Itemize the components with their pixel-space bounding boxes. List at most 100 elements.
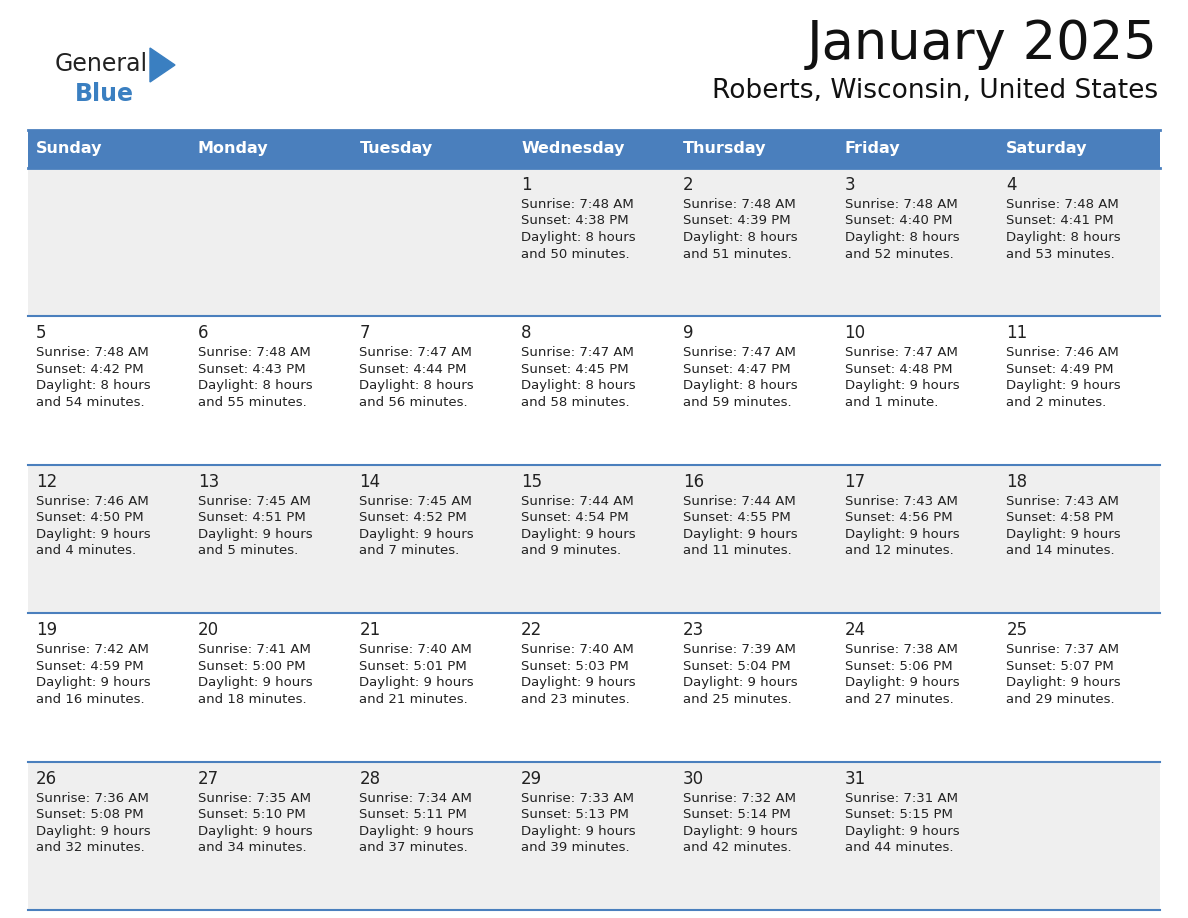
Text: Daylight: 8 hours: Daylight: 8 hours (683, 379, 797, 392)
Text: and 51 minutes.: and 51 minutes. (683, 248, 791, 261)
Bar (675, 130, 836, 168)
Text: Daylight: 9 hours: Daylight: 9 hours (197, 824, 312, 837)
Text: Sunrise: 7:42 AM: Sunrise: 7:42 AM (36, 644, 148, 656)
Text: and 25 minutes.: and 25 minutes. (683, 693, 791, 706)
Text: 9: 9 (683, 324, 694, 342)
Text: and 42 minutes.: and 42 minutes. (683, 841, 791, 854)
Text: 21: 21 (360, 621, 380, 639)
Text: Sunset: 4:43 PM: Sunset: 4:43 PM (197, 363, 305, 375)
Text: 26: 26 (36, 769, 57, 788)
Text: Sunrise: 7:45 AM: Sunrise: 7:45 AM (360, 495, 473, 508)
Bar (29, 168, 1159, 317)
Text: Sunrise: 7:43 AM: Sunrise: 7:43 AM (845, 495, 958, 508)
Text: 31: 31 (845, 769, 866, 788)
Text: Sunset: 5:03 PM: Sunset: 5:03 PM (522, 660, 628, 673)
Text: and 52 minutes.: and 52 minutes. (845, 248, 953, 261)
Text: 30: 30 (683, 769, 704, 788)
Text: and 50 minutes.: and 50 minutes. (522, 248, 630, 261)
Text: Daylight: 8 hours: Daylight: 8 hours (845, 231, 959, 244)
Text: Sunrise: 7:31 AM: Sunrise: 7:31 AM (845, 791, 958, 804)
Text: Daylight: 9 hours: Daylight: 9 hours (845, 379, 959, 392)
Text: and 32 minutes.: and 32 minutes. (36, 841, 145, 854)
Text: Sunrise: 7:48 AM: Sunrise: 7:48 AM (1006, 198, 1119, 211)
Text: 29: 29 (522, 769, 542, 788)
Text: 7: 7 (360, 324, 369, 342)
Text: Daylight: 9 hours: Daylight: 9 hours (683, 824, 797, 837)
Text: 12: 12 (36, 473, 57, 491)
Text: Daylight: 8 hours: Daylight: 8 hours (683, 231, 797, 244)
Bar (29, 762, 1159, 910)
Bar (29, 465, 1159, 613)
Text: Daylight: 9 hours: Daylight: 9 hours (522, 824, 636, 837)
Bar (352, 130, 513, 168)
Text: Daylight: 9 hours: Daylight: 9 hours (36, 677, 151, 689)
Bar (998, 130, 1159, 168)
Text: Sunset: 4:41 PM: Sunset: 4:41 PM (1006, 215, 1114, 228)
Text: and 34 minutes.: and 34 minutes. (197, 841, 307, 854)
Text: Daylight: 9 hours: Daylight: 9 hours (1006, 528, 1121, 541)
Text: 17: 17 (845, 473, 866, 491)
Text: Daylight: 8 hours: Daylight: 8 hours (522, 231, 636, 244)
Text: and 44 minutes.: and 44 minutes. (845, 841, 953, 854)
Text: Sunrise: 7:47 AM: Sunrise: 7:47 AM (360, 346, 473, 360)
Text: Sunset: 4:39 PM: Sunset: 4:39 PM (683, 215, 790, 228)
Text: 2: 2 (683, 176, 694, 194)
Text: 11: 11 (1006, 324, 1028, 342)
Text: Sunset: 4:51 PM: Sunset: 4:51 PM (197, 511, 305, 524)
Text: Daylight: 8 hours: Daylight: 8 hours (360, 379, 474, 392)
Text: 14: 14 (360, 473, 380, 491)
Text: and 54 minutes.: and 54 minutes. (36, 396, 145, 409)
Text: 8: 8 (522, 324, 532, 342)
Text: and 29 minutes.: and 29 minutes. (1006, 693, 1114, 706)
Text: Sunrise: 7:47 AM: Sunrise: 7:47 AM (683, 346, 796, 360)
Text: Sunset: 4:59 PM: Sunset: 4:59 PM (36, 660, 144, 673)
Text: Sunrise: 7:40 AM: Sunrise: 7:40 AM (522, 644, 634, 656)
Text: Sunrise: 7:48 AM: Sunrise: 7:48 AM (197, 346, 310, 360)
Text: 10: 10 (845, 324, 866, 342)
Text: Sunrise: 7:37 AM: Sunrise: 7:37 AM (1006, 644, 1119, 656)
Text: Sunset: 5:11 PM: Sunset: 5:11 PM (360, 808, 467, 821)
Text: and 23 minutes.: and 23 minutes. (522, 693, 630, 706)
Text: Sunset: 4:44 PM: Sunset: 4:44 PM (360, 363, 467, 375)
Text: Roberts, Wisconsin, United States: Roberts, Wisconsin, United States (712, 78, 1158, 104)
Text: Sunrise: 7:48 AM: Sunrise: 7:48 AM (522, 198, 634, 211)
Text: Daylight: 9 hours: Daylight: 9 hours (197, 528, 312, 541)
Text: Sunrise: 7:47 AM: Sunrise: 7:47 AM (845, 346, 958, 360)
Text: Daylight: 9 hours: Daylight: 9 hours (1006, 379, 1121, 392)
Text: Daylight: 9 hours: Daylight: 9 hours (36, 528, 151, 541)
Text: 16: 16 (683, 473, 704, 491)
Text: Sunrise: 7:33 AM: Sunrise: 7:33 AM (522, 791, 634, 804)
Text: and 53 minutes.: and 53 minutes. (1006, 248, 1116, 261)
Text: Sunset: 5:08 PM: Sunset: 5:08 PM (36, 808, 144, 821)
Text: Daylight: 9 hours: Daylight: 9 hours (522, 677, 636, 689)
Text: 3: 3 (845, 176, 855, 194)
Text: and 21 minutes.: and 21 minutes. (360, 693, 468, 706)
Text: Sunset: 5:15 PM: Sunset: 5:15 PM (845, 808, 953, 821)
Text: General: General (55, 52, 148, 76)
Text: and 4 minutes.: and 4 minutes. (36, 544, 137, 557)
Text: 18: 18 (1006, 473, 1028, 491)
Text: and 11 minutes.: and 11 minutes. (683, 544, 791, 557)
Text: 27: 27 (197, 769, 219, 788)
Text: Sunset: 4:47 PM: Sunset: 4:47 PM (683, 363, 790, 375)
Text: 22: 22 (522, 621, 543, 639)
Text: Sunset: 4:45 PM: Sunset: 4:45 PM (522, 363, 628, 375)
Text: 5: 5 (36, 324, 46, 342)
Text: 1: 1 (522, 176, 532, 194)
Text: Sunrise: 7:34 AM: Sunrise: 7:34 AM (360, 791, 473, 804)
Text: and 7 minutes.: and 7 minutes. (360, 544, 460, 557)
Text: and 2 minutes.: and 2 minutes. (1006, 396, 1106, 409)
Text: Sunset: 4:58 PM: Sunset: 4:58 PM (1006, 511, 1114, 524)
Text: Sunrise: 7:44 AM: Sunrise: 7:44 AM (683, 495, 796, 508)
Text: Sunrise: 7:39 AM: Sunrise: 7:39 AM (683, 644, 796, 656)
Text: and 14 minutes.: and 14 minutes. (1006, 544, 1114, 557)
Text: Sunrise: 7:41 AM: Sunrise: 7:41 AM (197, 644, 310, 656)
Text: 28: 28 (360, 769, 380, 788)
Text: 24: 24 (845, 621, 866, 639)
Text: Sunrise: 7:45 AM: Sunrise: 7:45 AM (197, 495, 310, 508)
Text: Sunrise: 7:36 AM: Sunrise: 7:36 AM (36, 791, 148, 804)
Text: Daylight: 9 hours: Daylight: 9 hours (360, 824, 474, 837)
Text: 19: 19 (36, 621, 57, 639)
Text: Daylight: 9 hours: Daylight: 9 hours (522, 528, 636, 541)
Text: Sunset: 4:38 PM: Sunset: 4:38 PM (522, 215, 628, 228)
